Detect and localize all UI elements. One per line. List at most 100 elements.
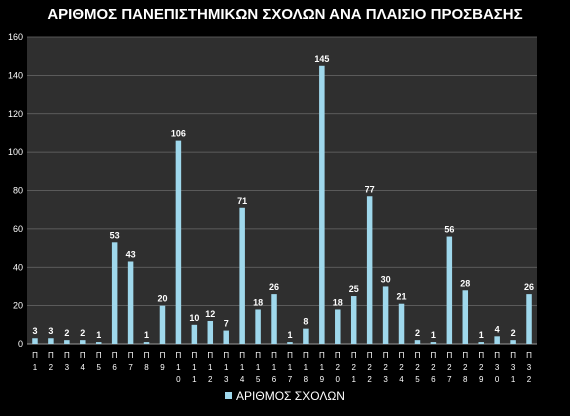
y-tick-label: 20 (13, 301, 23, 311)
bar (64, 340, 70, 344)
y-tick-label: 140 (8, 70, 23, 80)
data-label: 2 (511, 328, 516, 338)
bar (255, 309, 261, 344)
bar (207, 320, 214, 344)
data-label: 8 (303, 317, 308, 327)
bar (303, 328, 309, 344)
bar (191, 324, 198, 344)
data-label: 71 (237, 196, 247, 206)
data-label: 1 (96, 330, 101, 340)
data-label: 3 (48, 326, 53, 336)
y-tick-label: 100 (8, 147, 23, 157)
data-label: 56 (444, 225, 454, 235)
bar (335, 309, 341, 344)
data-label: 43 (126, 249, 136, 259)
y-tick-label: 0 (18, 339, 23, 349)
bar (510, 340, 516, 344)
data-label: 2 (80, 328, 85, 338)
bar (350, 296, 357, 344)
bar (287, 342, 293, 344)
data-label: 26 (269, 282, 279, 292)
data-label: 4 (495, 324, 500, 334)
data-label: 25 (349, 284, 359, 294)
data-label: 1 (479, 330, 484, 340)
data-label: 1 (431, 330, 436, 340)
data-label: 28 (460, 278, 470, 288)
data-label: 53 (110, 230, 120, 240)
bar (111, 242, 118, 344)
data-label: 21 (397, 292, 407, 302)
bar (430, 342, 437, 344)
bar (239, 207, 245, 344)
data-label: 145 (314, 54, 329, 64)
bar (382, 286, 389, 344)
bar (223, 330, 229, 344)
data-label: 20 (157, 294, 167, 304)
data-label: 10 (189, 313, 199, 323)
data-label: 26 (524, 282, 534, 292)
data-label: 7 (224, 319, 229, 329)
data-label: 77 (365, 184, 375, 194)
data-label: 1 (144, 330, 149, 340)
bar (80, 340, 86, 344)
bar (366, 196, 373, 344)
data-label: 30 (381, 274, 391, 284)
bar (159, 305, 166, 344)
legend-label: ΑΡΙΘΜΟΣ ΣΧΟΛΩΝ (236, 389, 345, 403)
y-tick-label: 120 (8, 109, 23, 119)
y-tick-label: 40 (13, 262, 23, 272)
chart-title: ΑΡΙΘΜΟΣ ΠΑΝΕΠΙΣΤΗΜΙΚΩΝ ΣΧΟΛΩΝ ΑΝΑ ΠΛΑΙΣΙ… (47, 6, 523, 23)
bar (462, 290, 469, 344)
bar (446, 236, 453, 344)
data-label: 2 (415, 328, 420, 338)
bar (95, 342, 102, 344)
y-tick-label: 60 (13, 224, 23, 234)
y-tick-label: 160 (8, 32, 23, 42)
data-label: 18 (253, 297, 263, 307)
data-label: 3 (32, 326, 37, 336)
data-label: 1 (287, 330, 292, 340)
bar (494, 336, 500, 344)
bar (398, 303, 405, 344)
bar (319, 65, 325, 344)
data-label: 12 (205, 309, 215, 319)
bar (526, 294, 532, 344)
bar (48, 338, 54, 344)
bar (32, 338, 38, 344)
bar (478, 342, 484, 344)
bar (175, 140, 182, 344)
data-label: 2 (64, 328, 69, 338)
legend-swatch (225, 392, 233, 399)
bar (127, 261, 134, 344)
bar (143, 342, 150, 344)
